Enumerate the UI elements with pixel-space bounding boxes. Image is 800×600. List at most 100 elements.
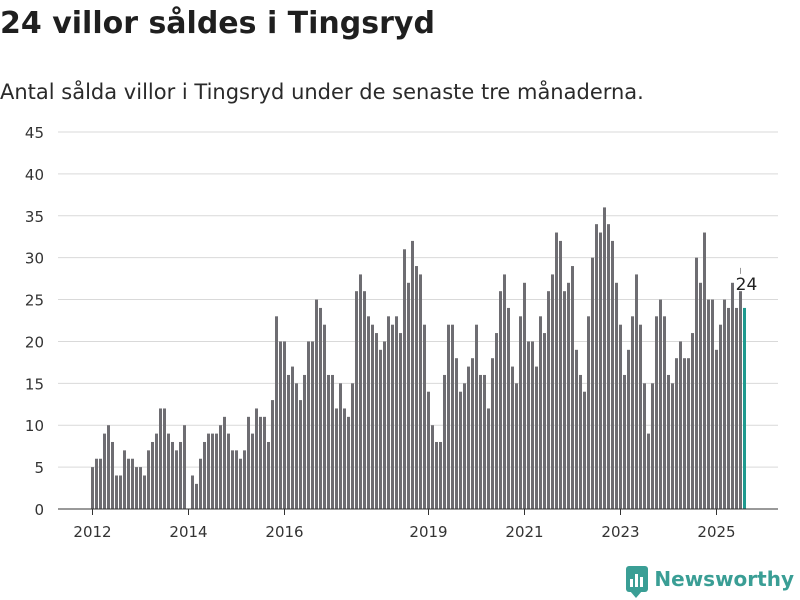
bar: [223, 416, 226, 509]
bar: [411, 240, 414, 509]
bar: [643, 383, 646, 509]
bar: [671, 383, 674, 509]
bar: [135, 467, 138, 509]
bar: [703, 232, 706, 510]
bar: [611, 240, 614, 509]
bar: [327, 374, 330, 509]
bar: [471, 358, 474, 509]
bar: [123, 450, 126, 509]
bar: [631, 316, 634, 509]
bar: [555, 232, 558, 510]
bar: [723, 299, 726, 509]
bar: [623, 374, 626, 509]
newsworthy-logo-text: Newsworthy: [654, 567, 794, 591]
bar: [199, 458, 202, 509]
bar: [579, 374, 582, 509]
y-tick-label: 20: [25, 333, 44, 351]
bar: [619, 324, 622, 509]
bar: [511, 366, 514, 509]
bar: [435, 441, 438, 509]
bar: [599, 232, 602, 510]
bar: [591, 257, 594, 509]
bar: [647, 433, 650, 509]
bar: [179, 441, 182, 509]
bar: [115, 475, 118, 509]
bar: [335, 408, 338, 509]
bar: [739, 291, 742, 509]
bar: [259, 416, 262, 509]
bar: [663, 316, 666, 509]
x-tick-label: 2023: [601, 523, 639, 541]
bar: [171, 441, 174, 509]
bar: [99, 458, 102, 509]
bar: [711, 299, 714, 509]
bar: [427, 391, 430, 509]
bar: [387, 316, 390, 509]
y-tick-label: 25: [25, 292, 44, 310]
bar: [103, 433, 106, 509]
bar: [111, 441, 114, 509]
bar: [155, 433, 158, 509]
y-tick-label: 10: [25, 417, 44, 435]
bar: [463, 383, 466, 509]
bar: [467, 366, 470, 509]
bar: [519, 316, 522, 509]
bar: [571, 266, 574, 509]
y-tick-label: 5: [34, 459, 44, 477]
y-tick-label: 15: [25, 375, 44, 393]
bar: [563, 291, 566, 509]
bar: [551, 274, 554, 509]
bar: [271, 400, 274, 509]
bar: [603, 207, 606, 509]
bar: [95, 458, 98, 509]
bar: [683, 358, 686, 509]
bar: [431, 425, 434, 509]
bar: [167, 433, 170, 509]
bar: [547, 291, 550, 509]
bar: [583, 391, 586, 509]
bar: [531, 341, 534, 509]
bar: [375, 333, 378, 509]
bar: [391, 324, 394, 509]
bar: [211, 433, 214, 509]
x-tick-label: 2025: [697, 523, 735, 541]
bar: [379, 349, 382, 509]
newsworthy-logo-icon: [626, 566, 649, 598]
bar: [163, 408, 166, 509]
bar: [307, 341, 310, 509]
bar: [343, 408, 346, 509]
x-tick-label: 2012: [73, 523, 111, 541]
bar: [295, 383, 298, 509]
bar: [479, 374, 482, 509]
bar: [311, 341, 314, 509]
bar: [539, 316, 542, 509]
bar: [735, 307, 738, 509]
bar: [719, 324, 722, 509]
bar: [707, 299, 710, 509]
bar: [147, 450, 150, 509]
bar: [399, 333, 402, 509]
bar: [339, 383, 342, 509]
bar: [139, 467, 142, 509]
bar: [91, 467, 94, 509]
y-tick-label: 45: [25, 124, 44, 142]
bar: [143, 475, 146, 509]
bar: [727, 307, 730, 509]
x-tick-label: 2019: [409, 523, 447, 541]
bar: [615, 282, 618, 509]
bar: [283, 341, 286, 509]
bar: [195, 483, 198, 509]
bar: [627, 349, 630, 509]
bar: [567, 282, 570, 509]
bar: [699, 282, 702, 509]
bar: [323, 324, 326, 509]
bar: [395, 316, 398, 509]
bar: [191, 475, 194, 509]
annotation-label: 24: [736, 275, 758, 295]
bar: [207, 433, 210, 509]
bar: [175, 450, 178, 509]
bar: [731, 282, 734, 509]
bar: [495, 333, 498, 509]
bar: [543, 333, 546, 509]
